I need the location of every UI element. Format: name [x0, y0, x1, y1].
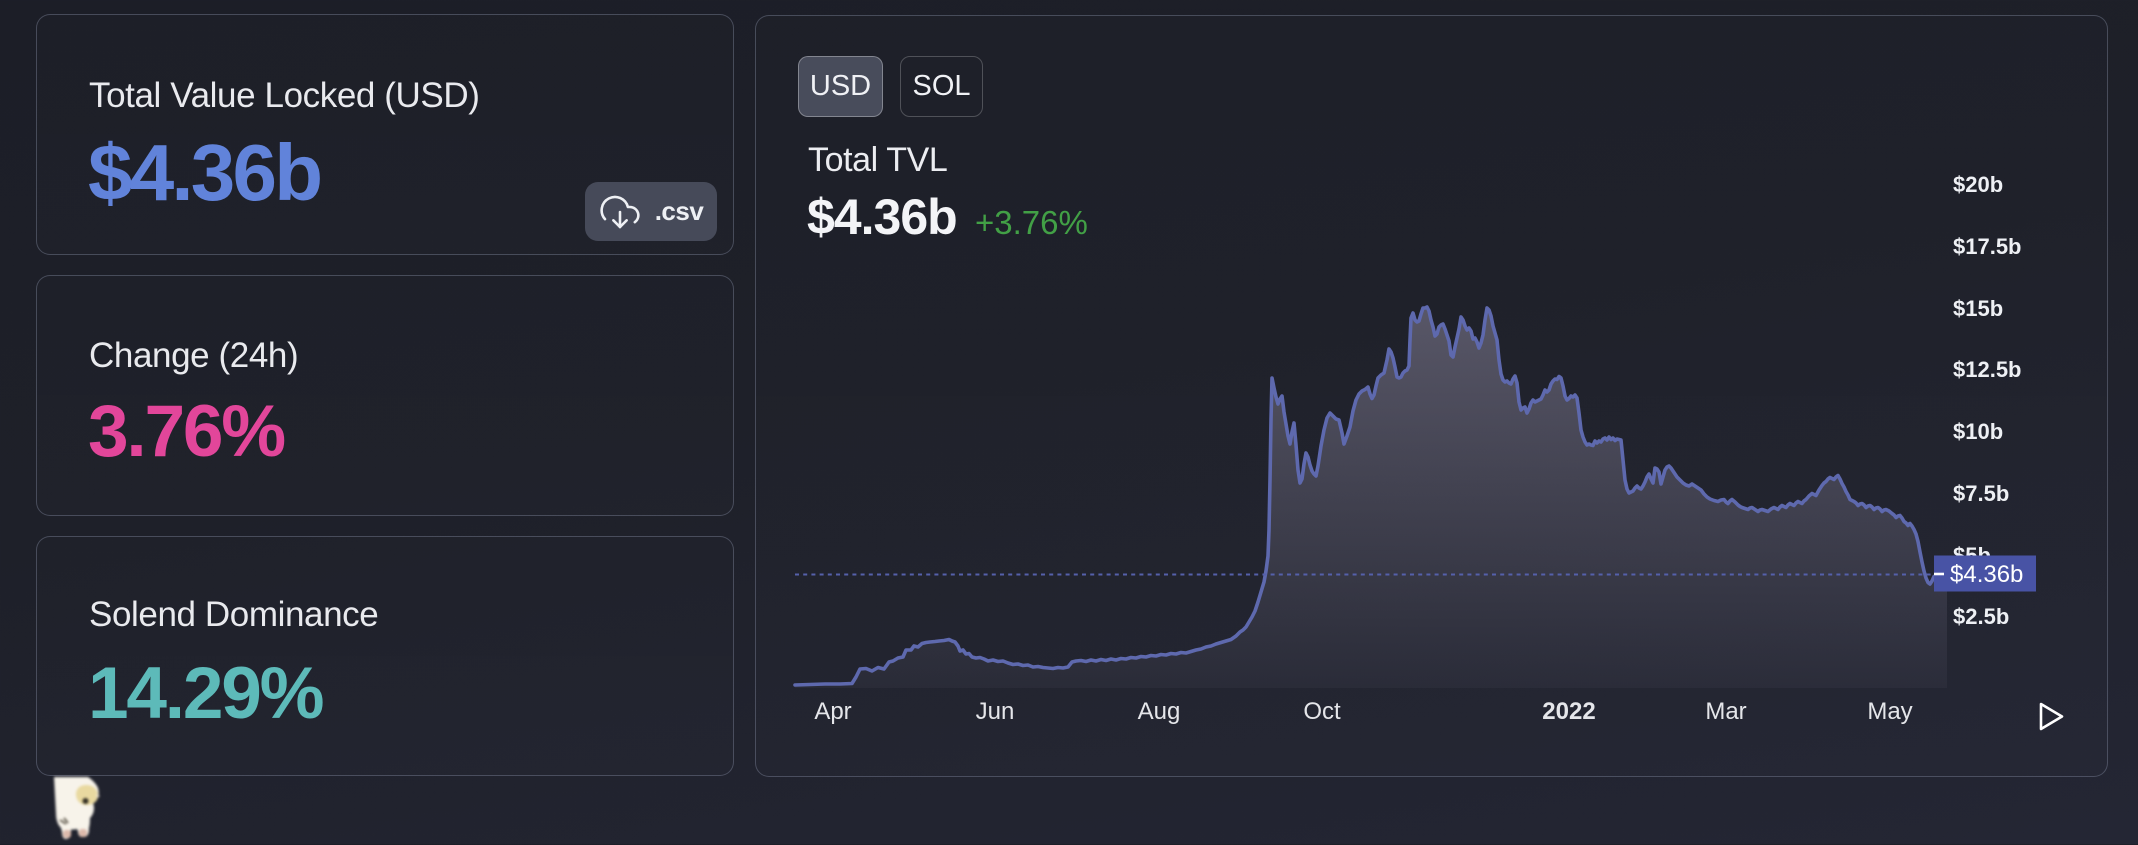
svg-text:$17.5b: $17.5b: [1953, 234, 2022, 259]
svg-text:$7.5b: $7.5b: [1953, 481, 2009, 506]
svg-text:$12.5b: $12.5b: [1953, 357, 2022, 382]
svg-text:$4.36b: $4.36b: [1950, 561, 2023, 588]
svg-text:$2.5b: $2.5b: [1953, 604, 2009, 629]
svg-text:2022: 2022: [1542, 698, 1595, 725]
svg-text:Mar: Mar: [1705, 698, 1746, 725]
svg-text:$15b: $15b: [1953, 296, 2003, 321]
svg-text:$20b: $20b: [1953, 172, 2003, 197]
svg-text:Aug: Aug: [1138, 698, 1181, 725]
svg-text:Apr: Apr: [814, 698, 851, 725]
svg-text:May: May: [1867, 698, 1912, 725]
svg-text:Jun: Jun: [976, 698, 1015, 725]
svg-text:$10b: $10b: [1953, 419, 2003, 444]
svg-text:Oct: Oct: [1303, 698, 1341, 725]
